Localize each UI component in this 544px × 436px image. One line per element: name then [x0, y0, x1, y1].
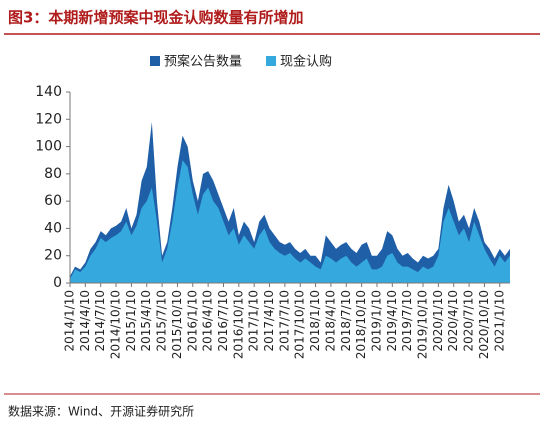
x-tick-label: 2020/4/10	[446, 290, 460, 352]
y-tick-label: 100	[35, 139, 62, 155]
legend-swatch	[150, 56, 160, 66]
x-tick-label: 2020/1/10	[431, 290, 445, 352]
legend-label: 预案公告数量	[164, 55, 242, 70]
x-tick-label: 2021/1/10	[492, 290, 506, 352]
x-tick-label: 2014/7/10	[93, 290, 107, 352]
y-tick-label: 140	[35, 84, 62, 100]
x-tick-label: 2019/7/10	[400, 290, 414, 352]
y-tick-label: 0	[53, 275, 62, 291]
x-tick-label: 2014/10/10	[109, 290, 123, 359]
area	[70, 160, 510, 283]
x-tick-label: 2015/10/10	[170, 290, 184, 359]
x-tick-label: 2014/4/10	[78, 290, 92, 352]
x-tick-label: 2017/1/10	[247, 290, 261, 352]
x-tick-label: 2014/1/10	[63, 290, 77, 352]
x-tick-label: 2020/7/10	[462, 290, 476, 352]
x-tick-label: 2016/7/10	[216, 290, 230, 352]
x-tick-label: 2018/4/10	[323, 290, 337, 352]
y-tick-label: 60	[44, 193, 62, 209]
x-tick-label: 2020/10/10	[477, 290, 491, 359]
y-tick-label: 20	[44, 248, 62, 264]
x-tick-label: 2018/7/10	[339, 290, 353, 352]
x-tick-label: 2016/1/10	[185, 290, 199, 352]
y-tick-label: 40	[44, 220, 62, 236]
x-tick-label: 2018/1/10	[308, 290, 322, 352]
x-tick-label: 2018/10/10	[354, 290, 368, 359]
x-tick-label: 2017/10/10	[293, 290, 307, 359]
x-tick-label: 2017/7/10	[277, 290, 291, 352]
x-tick-label: 2015/7/10	[155, 290, 169, 352]
x-tick-label: 2015/1/10	[124, 290, 138, 352]
x-tick-label: 2017/4/10	[262, 290, 276, 352]
y-tick-label: 80	[44, 166, 62, 182]
legend-label: 现金认购	[280, 54, 332, 70]
legend-swatch	[266, 56, 277, 66]
chart-title: 图3：本期新增预案中现金认购数量有所增加	[8, 9, 303, 27]
x-tick-label: 2015/4/10	[139, 290, 153, 352]
y-tick-label: 120	[35, 111, 62, 127]
source: 数据来源：Wind、开源证券研究所	[8, 404, 194, 419]
x-tick-label: 2016/10/10	[231, 290, 245, 359]
x-tick-label: 2019/10/10	[416, 290, 430, 359]
x-tick-label: 2016/4/10	[201, 290, 215, 352]
x-tick-label: 2019/4/10	[385, 290, 399, 352]
x-tick-label: 2019/1/10	[369, 290, 383, 352]
